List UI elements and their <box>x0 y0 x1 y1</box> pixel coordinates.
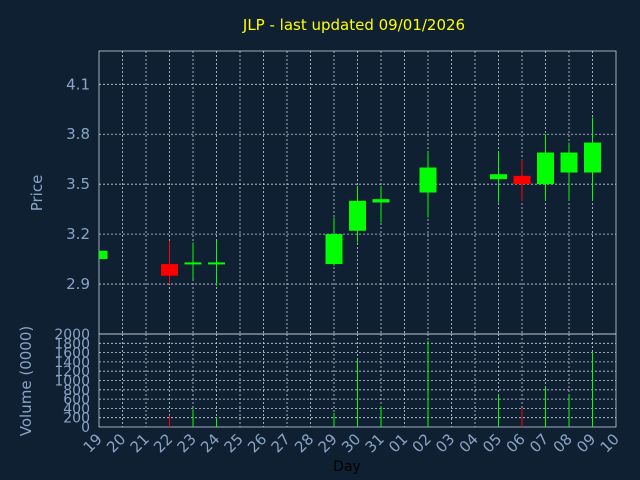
x-tick-label: 10 <box>597 430 623 456</box>
x-tick-label: 28 <box>291 430 317 456</box>
volume-tick-label: 400 <box>63 401 90 417</box>
x-tick-label: 27 <box>268 430 294 456</box>
volume-tick-label: 2000 <box>54 327 90 343</box>
candle-body <box>208 262 225 265</box>
x-tick-label: 07 <box>526 430 552 456</box>
volume-tick-label: 800 <box>63 383 90 399</box>
price-tick-label: 3.2 <box>66 225 90 243</box>
volume-tick-label: 1200 <box>54 364 90 380</box>
x-tick-label: 21 <box>127 430 153 456</box>
x-tick-label: 02 <box>409 430 435 456</box>
x-tick-label: 05 <box>479 430 505 456</box>
volume-tick-label: 200 <box>63 411 90 427</box>
volume-tick-label: 1600 <box>54 346 90 362</box>
volume-tick-label: 1400 <box>54 355 90 371</box>
x-tick-label: 01 <box>385 430 411 456</box>
candle-body <box>490 174 507 180</box>
candle-body <box>584 142 601 173</box>
candle-body <box>184 262 202 265</box>
volume-tick-label: 1000 <box>54 374 90 390</box>
price-panel: 2.9 3.2 3.5 3.8 4.1 Price <box>28 50 617 335</box>
x-tick-label: 31 <box>362 430 388 456</box>
candle-body <box>99 250 108 260</box>
x-tick-label: 25 <box>221 430 247 456</box>
price-tick-label: 3.5 <box>66 175 90 193</box>
x-tick-label: 24 <box>197 430 223 456</box>
x-tick-label: 06 <box>503 430 529 456</box>
x-tick-label: 04 <box>456 430 482 456</box>
volume-axis-label: Volume (0000) <box>17 326 35 436</box>
volume-tick-label: 0 <box>81 420 90 436</box>
x-tick-label: 20 <box>103 430 129 456</box>
candle-body <box>372 199 390 203</box>
x-tick-label: 26 <box>244 430 270 456</box>
x-tick-label: 09 <box>573 430 599 456</box>
candle-body <box>349 200 366 231</box>
chart-title: JLP - last updated 09/01/2026 <box>242 16 465 34</box>
candle-body <box>560 152 578 173</box>
candle-body <box>537 152 554 185</box>
x-axis-label: Day <box>333 459 361 475</box>
candle-body <box>513 175 531 185</box>
candle-body <box>161 264 178 276</box>
x-tick-label: 30 <box>338 430 364 456</box>
x-tick-label: 23 <box>174 430 200 456</box>
x-tick-label: 22 <box>150 430 176 456</box>
x-tick-label: 29 <box>315 430 341 456</box>
price-tick-label: 4.1 <box>66 75 90 93</box>
x-tick-label: 08 <box>550 430 576 456</box>
price-axis-label: Price <box>28 175 46 212</box>
price-tick-label: 2.9 <box>66 275 90 293</box>
candle-body <box>325 234 343 265</box>
volume-tick-label: 600 <box>63 392 90 408</box>
x-tick-label: 03 <box>432 430 458 456</box>
volume-tick-label: 1800 <box>54 336 90 352</box>
candle-body <box>419 167 437 193</box>
price-tick-label: 3.8 <box>66 125 90 143</box>
